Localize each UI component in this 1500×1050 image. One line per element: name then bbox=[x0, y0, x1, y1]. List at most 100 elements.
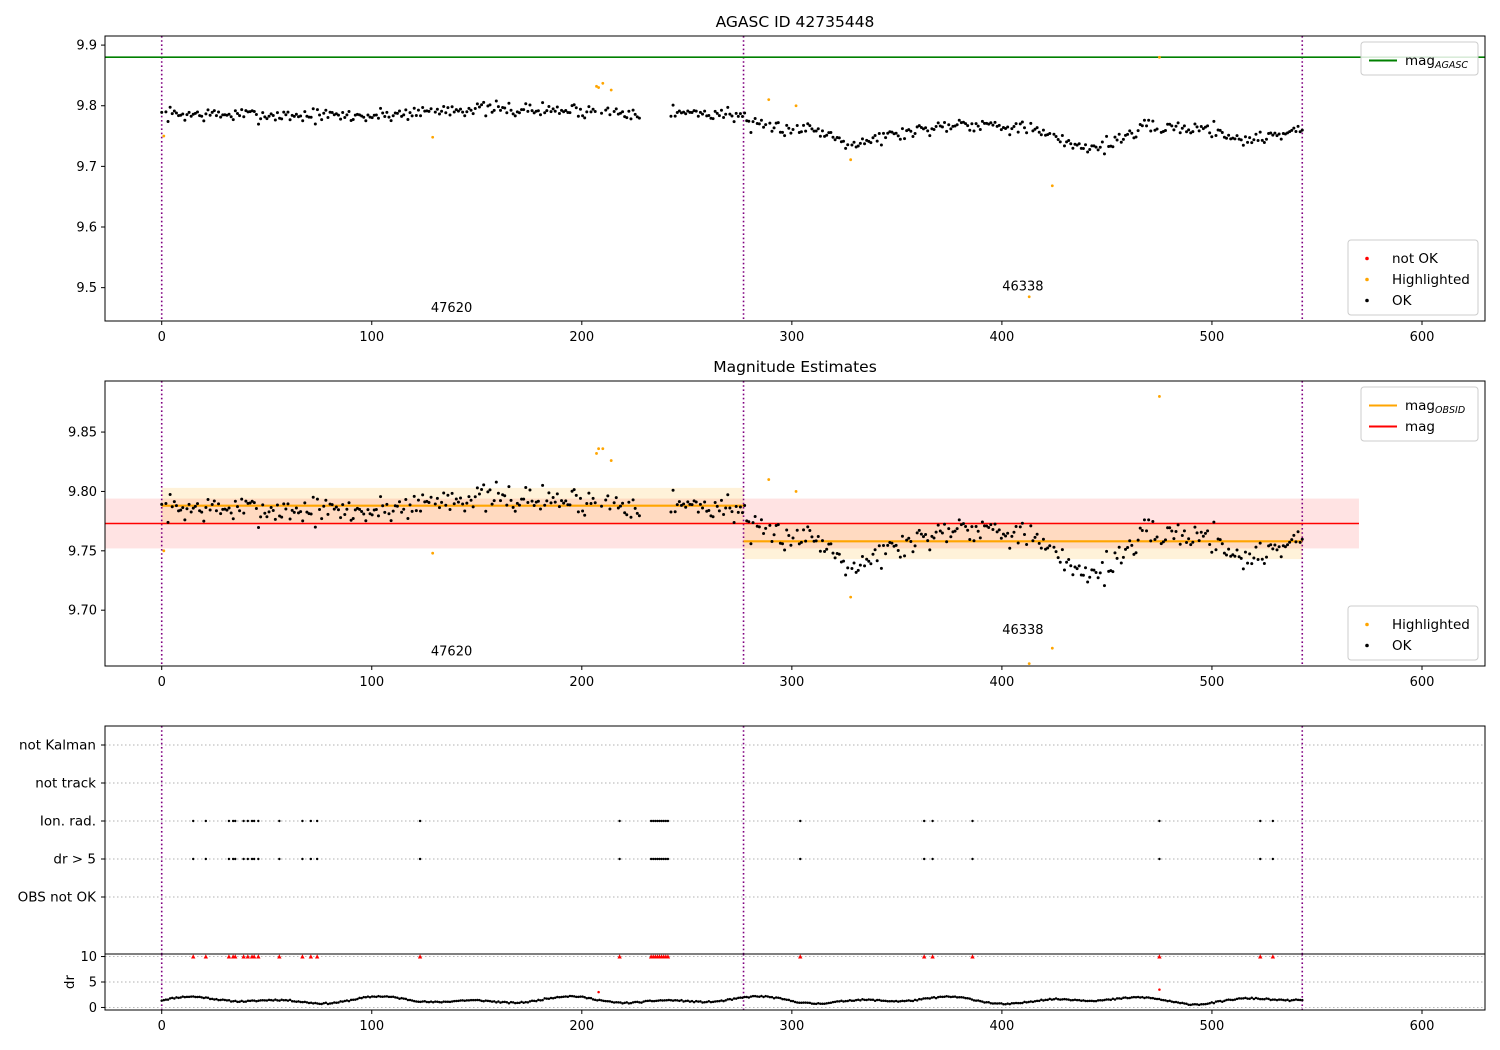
point-ok bbox=[366, 508, 370, 512]
point-dr bbox=[823, 1002, 826, 1006]
point-ok bbox=[1252, 138, 1256, 142]
point-dr bbox=[939, 995, 942, 998]
flag-point bbox=[666, 857, 670, 861]
point-ok bbox=[345, 113, 349, 117]
point-dr bbox=[347, 999, 351, 1003]
point-ok bbox=[1081, 147, 1085, 151]
point-ok bbox=[627, 500, 631, 504]
x-tick-label: 400 bbox=[989, 675, 1014, 690]
point-dr bbox=[480, 999, 483, 1003]
point-ok bbox=[711, 515, 715, 519]
point-ok bbox=[1048, 544, 1052, 548]
point-dr bbox=[983, 1001, 986, 1004]
flag-point bbox=[664, 857, 668, 861]
point-ok bbox=[366, 113, 370, 117]
point-ok bbox=[456, 109, 460, 113]
point-ok bbox=[541, 483, 545, 487]
point-ok bbox=[976, 124, 980, 128]
point-ok bbox=[1195, 531, 1199, 535]
point-ok bbox=[980, 520, 984, 524]
point-ok bbox=[427, 501, 431, 505]
point-dr bbox=[1006, 1002, 1009, 1005]
point-dr bbox=[1235, 997, 1239, 1001]
point-dr bbox=[743, 995, 746, 999]
point-ok bbox=[810, 127, 814, 131]
point-dr bbox=[661, 999, 664, 1002]
point-ok bbox=[1058, 140, 1062, 144]
flag-point bbox=[246, 857, 250, 861]
point-ok bbox=[1100, 140, 1104, 144]
point-dr bbox=[697, 1000, 700, 1003]
point-ok bbox=[999, 128, 1003, 132]
point-dr bbox=[591, 998, 595, 1001]
point-ok bbox=[999, 536, 1003, 540]
point-dr bbox=[1221, 1000, 1224, 1003]
point-dr bbox=[566, 995, 570, 998]
point-ok bbox=[743, 504, 747, 508]
point-ok bbox=[282, 502, 286, 506]
point-ok bbox=[964, 122, 968, 126]
clipped-dr-marker bbox=[251, 954, 257, 959]
point-ok bbox=[433, 502, 437, 506]
chart-title: Magnitude Estimates bbox=[713, 358, 877, 376]
point-ok bbox=[1056, 138, 1060, 142]
point-dr bbox=[909, 999, 913, 1003]
point-ok bbox=[364, 519, 368, 523]
flag-point bbox=[1271, 857, 1275, 861]
point-dr bbox=[280, 998, 283, 1002]
x-tick-label: 600 bbox=[1410, 675, 1435, 690]
point-ok bbox=[452, 502, 456, 506]
point-ok bbox=[905, 538, 909, 542]
flag-point bbox=[658, 857, 661, 861]
point-ok bbox=[934, 125, 938, 129]
point-ok bbox=[1199, 125, 1203, 129]
point-ok bbox=[673, 510, 677, 514]
point-dr bbox=[781, 997, 784, 1001]
point-dr bbox=[766, 995, 770, 998]
point-dr bbox=[1029, 1000, 1033, 1003]
point-dr bbox=[366, 995, 370, 998]
point-ok bbox=[459, 496, 463, 500]
point-ok bbox=[943, 522, 947, 526]
point-dr bbox=[509, 1000, 513, 1004]
point-ok bbox=[421, 105, 425, 109]
point-ok bbox=[1182, 124, 1186, 128]
point-ok bbox=[1275, 548, 1279, 552]
x-tick-label: 300 bbox=[779, 330, 804, 345]
point-dr bbox=[1073, 998, 1077, 1002]
point-dr bbox=[568, 994, 572, 998]
point-dr bbox=[164, 998, 168, 1001]
point-ok bbox=[555, 492, 559, 496]
point-ok bbox=[1252, 556, 1256, 560]
point-ok bbox=[1258, 541, 1262, 545]
point-dr bbox=[732, 997, 736, 1000]
point-dr bbox=[1094, 999, 1098, 1003]
point-dr bbox=[621, 1002, 624, 1005]
clipped-dr-marker bbox=[665, 954, 671, 959]
point-ok bbox=[1168, 122, 1172, 126]
point-ok bbox=[543, 111, 547, 115]
point-ok bbox=[465, 501, 469, 505]
point-ok bbox=[360, 510, 364, 514]
point-ok bbox=[1054, 134, 1058, 138]
flag-point bbox=[652, 857, 655, 861]
point-ok bbox=[1145, 529, 1149, 533]
point-dr bbox=[955, 996, 959, 999]
point-ok bbox=[856, 144, 860, 148]
point-ok bbox=[1142, 518, 1146, 522]
point-dr bbox=[1044, 998, 1047, 1002]
point-ok bbox=[1279, 137, 1283, 141]
point-dr bbox=[553, 996, 557, 999]
point-dr bbox=[1181, 1001, 1184, 1005]
point-dr bbox=[1193, 1002, 1197, 1006]
point-dr bbox=[943, 995, 946, 999]
point-ok bbox=[909, 129, 913, 133]
point-ok bbox=[728, 506, 732, 510]
flag-point bbox=[1271, 819, 1275, 823]
point-dr bbox=[1153, 997, 1157, 1000]
point-ok bbox=[856, 568, 860, 572]
point-ok bbox=[858, 563, 862, 567]
point-dr bbox=[444, 1000, 448, 1003]
point-dr bbox=[495, 1001, 498, 1004]
point-dr bbox=[1117, 997, 1121, 1000]
